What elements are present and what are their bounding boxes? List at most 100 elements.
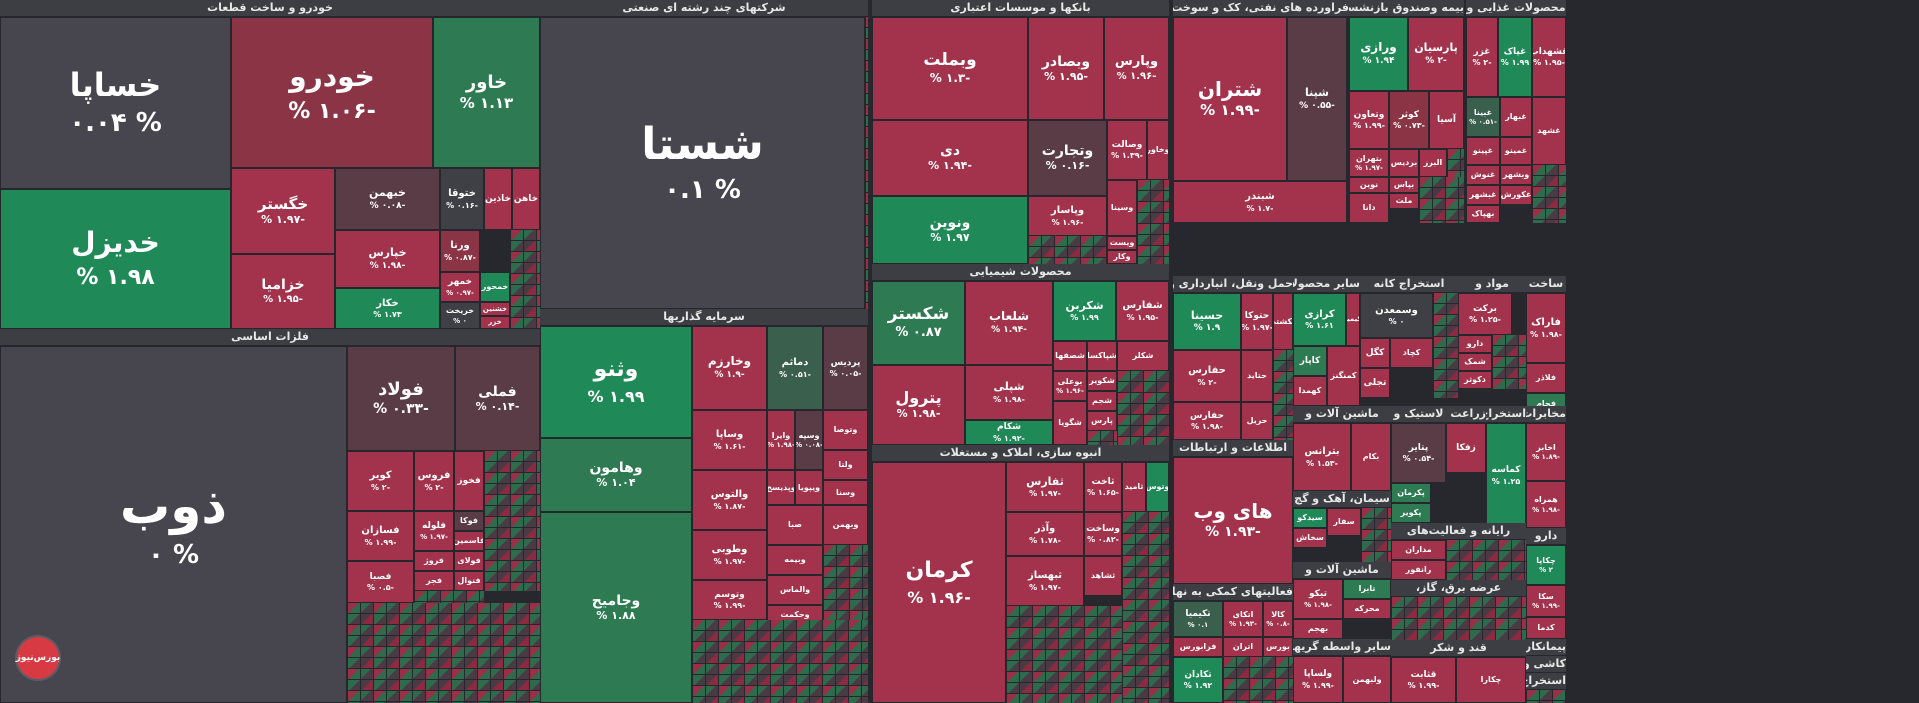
stock-tile[interactable]: خاور ۱.۱۳ % (433, 17, 540, 168)
small-stock-cluster[interactable] (1117, 371, 1169, 445)
small-stock-cluster[interactable] (1492, 335, 1526, 389)
stock-tile[interactable]: کماسه ۱.۲۵ % (1486, 423, 1526, 528)
stock-tile[interactable]: وتعاون -۱.۹۹ % (1349, 91, 1389, 149)
sector-header-computer[interactable]: رایانه و فعالیت‌های (1391, 523, 1526, 540)
stock-tile[interactable]: فرابورس (1173, 637, 1223, 657)
stock-tile[interactable]: وکار (1107, 250, 1137, 264)
sector-header-agri[interactable]: زراعت و (1446, 406, 1486, 423)
stock-tile[interactable]: غکورش (1500, 185, 1532, 205)
sector-header-oil[interactable]: فراورده های نفتی، کک و سوخت هسته ای (1173, 0, 1349, 17)
small-stock-cluster[interactable] (1006, 606, 1122, 703)
stock-tile[interactable]: ورنا -۰.۸۷ % (440, 230, 480, 272)
stock-tile[interactable]: کمنگنز (1327, 346, 1360, 406)
stock-tile[interactable]: البرز (1419, 149, 1447, 177)
stock-tile[interactable]: شمک (1458, 353, 1492, 371)
stock-tile[interactable]: شبندر -۱.۷ % (1173, 181, 1347, 223)
sector-header-textile[interactable]: پیمانکاری (1526, 639, 1566, 656)
stock-tile[interactable]: غپاک ۱.۹۹ % (1498, 17, 1532, 97)
stock-tile[interactable]: حریل (1241, 402, 1273, 440)
stock-tile[interactable]: بهجم (1293, 619, 1343, 639)
stock-tile[interactable]: برکت -۱.۲۵ % (1458, 293, 1512, 335)
stock-tile[interactable]: دکوثر (1458, 371, 1492, 389)
stock-tile[interactable]: خزامیا -۱.۹۵ % (231, 254, 335, 329)
stock-tile[interactable]: خگستر -۱.۹۷ % (231, 168, 335, 254)
stock-tile[interactable]: خشنین (480, 302, 510, 316)
stock-tile[interactable]: خدیزل ۱.۹۸ % (0, 189, 231, 329)
stock-tile[interactable]: حکشتی (1273, 293, 1293, 350)
stock-tile[interactable]: شپنا -۰.۵۵ % (1287, 17, 1347, 181)
stock-tile[interactable]: وبصادر -۱.۹۵ % (1028, 17, 1104, 120)
stock-tile[interactable]: ذوب % ۰ (0, 346, 347, 703)
stock-tile[interactable]: غنوش (1466, 165, 1500, 185)
stock-tile[interactable]: وپاسار -۱.۹۶ % (1028, 196, 1107, 236)
stock-tile[interactable]: بهپاک (1466, 205, 1500, 223)
stock-tile[interactable]: ختوقا -۰.۱۶ % (440, 168, 484, 230)
small-stock-cluster[interactable] (692, 620, 868, 703)
stock-tile[interactable]: وتجارت -۰.۱۶ % (1028, 120, 1107, 196)
stock-tile[interactable]: پارس (1087, 411, 1117, 431)
stock-tile[interactable]: ملت (1389, 193, 1419, 209)
stock-tile[interactable]: محرکه (1343, 599, 1391, 619)
stock-tile[interactable]: پکرمان (1391, 483, 1431, 503)
stock-tile[interactable]: کیمیا (1346, 293, 1360, 346)
stock-tile[interactable]: وساپا -۱.۶۱ % (692, 410, 767, 470)
stock-tile[interactable]: های وب -۱.۹۳ % (1173, 457, 1293, 584)
stock-tile[interactable]: دماثم -۰.۵۱ % (767, 326, 823, 410)
small-stock-cluster[interactable] (1361, 508, 1391, 562)
stock-tile[interactable]: تکیمیا ۰.۱ % (1173, 601, 1223, 637)
stock-tile[interactable]: بتهران -۱.۹۷ % (1349, 149, 1389, 177)
small-stock-cluster[interactable] (1526, 690, 1566, 703)
small-stock-cluster[interactable] (865, 17, 868, 309)
stock-tile[interactable]: وثنو ۱.۹۹ % (540, 326, 692, 438)
stock-tile[interactable]: بترانس -۱.۵۳ % (1293, 423, 1351, 491)
stock-tile[interactable]: شجم (1087, 391, 1117, 411)
stock-tile[interactable]: رانفور (1391, 560, 1446, 580)
sector-header-multi[interactable]: شرکتهای چند رشته ای صنعتی (540, 0, 868, 17)
stock-tile[interactable]: دارو (1458, 335, 1492, 353)
small-stock-cluster[interactable] (823, 545, 868, 625)
small-stock-cluster[interactable] (1447, 149, 1464, 177)
stock-tile[interactable]: دانا (1349, 193, 1389, 223)
stock-tile[interactable]: ولساپا -۱.۹۹ % (1293, 656, 1343, 703)
sector-header-food[interactable]: محصولات غذایی و (1466, 0, 1566, 17)
stock-tile[interactable]: بپاس (1389, 177, 1419, 193)
stock-tile[interactable]: وبملت -۱.۳ % (872, 17, 1028, 120)
sector-header-chem[interactable]: محصولات شیمیایی (872, 264, 1169, 281)
stock-tile[interactable]: وتوسم -۱.۹۹ % (692, 580, 767, 620)
sector-header-machinery[interactable]: ماشین آلات و (1293, 406, 1391, 423)
sector-header-metals[interactable]: فلزات اساسی (0, 329, 540, 346)
stock-tile[interactable]: اتکای -۱.۹۳ % (1223, 601, 1263, 637)
stock-tile[interactable]: شکستر ۰.۸۷ % (872, 281, 965, 365)
stock-tile[interactable]: شکلر (1117, 341, 1169, 371)
stock-tile[interactable]: حسینا ۱.۹ % (1173, 293, 1241, 350)
stock-tile[interactable]: خزر (480, 316, 510, 329)
stock-tile[interactable]: غپینو (1466, 137, 1500, 165)
stock-tile[interactable]: وبشهر (1500, 165, 1532, 185)
stock-tile[interactable]: وهامون ۱.۰۴ % (540, 438, 692, 512)
stock-tile[interactable]: غشهد (1532, 97, 1566, 165)
stock-tile[interactable]: غمینو (1500, 137, 1532, 165)
small-stock-cluster[interactable] (1028, 236, 1107, 264)
stock-tile[interactable]: حفارس -۱.۹۸ % (1173, 402, 1241, 440)
stock-tile[interactable]: وصالت -۱.۳۹ % (1107, 120, 1147, 180)
stock-tile[interactable]: نوین (1349, 177, 1389, 193)
small-stock-cluster[interactable] (414, 591, 484, 603)
stock-tile[interactable]: کالا -۰.۸ % (1263, 601, 1293, 637)
sector-header-transport[interactable]: حمل ونقل، انبارداری و ارتباطات (1173, 276, 1293, 293)
small-stock-cluster[interactable] (1122, 512, 1169, 703)
sector-header-invest[interactable]: سرمایه گذاریها (540, 309, 868, 326)
stock-tile[interactable]: خریخت ۰ % (440, 302, 480, 329)
stock-tile[interactable]: خساپا % ۰.۰۴ (0, 17, 231, 189)
sector-header-sugar[interactable]: قند و شکر (1391, 640, 1526, 657)
sector-header-banks[interactable]: بانکها و موسسات اعتباری (872, 0, 1169, 17)
stock-tile[interactable]: وتوصا (823, 410, 868, 450)
stock-tile[interactable]: تیکو -۱.۹۸ % (1293, 579, 1343, 619)
stock-tile[interactable]: فصبا -۰.۵ % (347, 561, 414, 603)
stock-tile[interactable]: غشهداب-۱.۹۵ % (1532, 17, 1566, 97)
sector-header-cement[interactable]: سیمان، آهک و گچ (1293, 491, 1391, 508)
stock-tile[interactable]: فسازان -۱.۹۹ % (347, 511, 414, 561)
stock-tile[interactable]: خکار ۱.۷۳ % (335, 288, 440, 329)
stock-tile[interactable]: پکویر (1391, 503, 1431, 523)
stock-tile[interactable]: شپاکسا (1087, 341, 1117, 371)
stock-tile[interactable]: فجر (414, 571, 454, 591)
